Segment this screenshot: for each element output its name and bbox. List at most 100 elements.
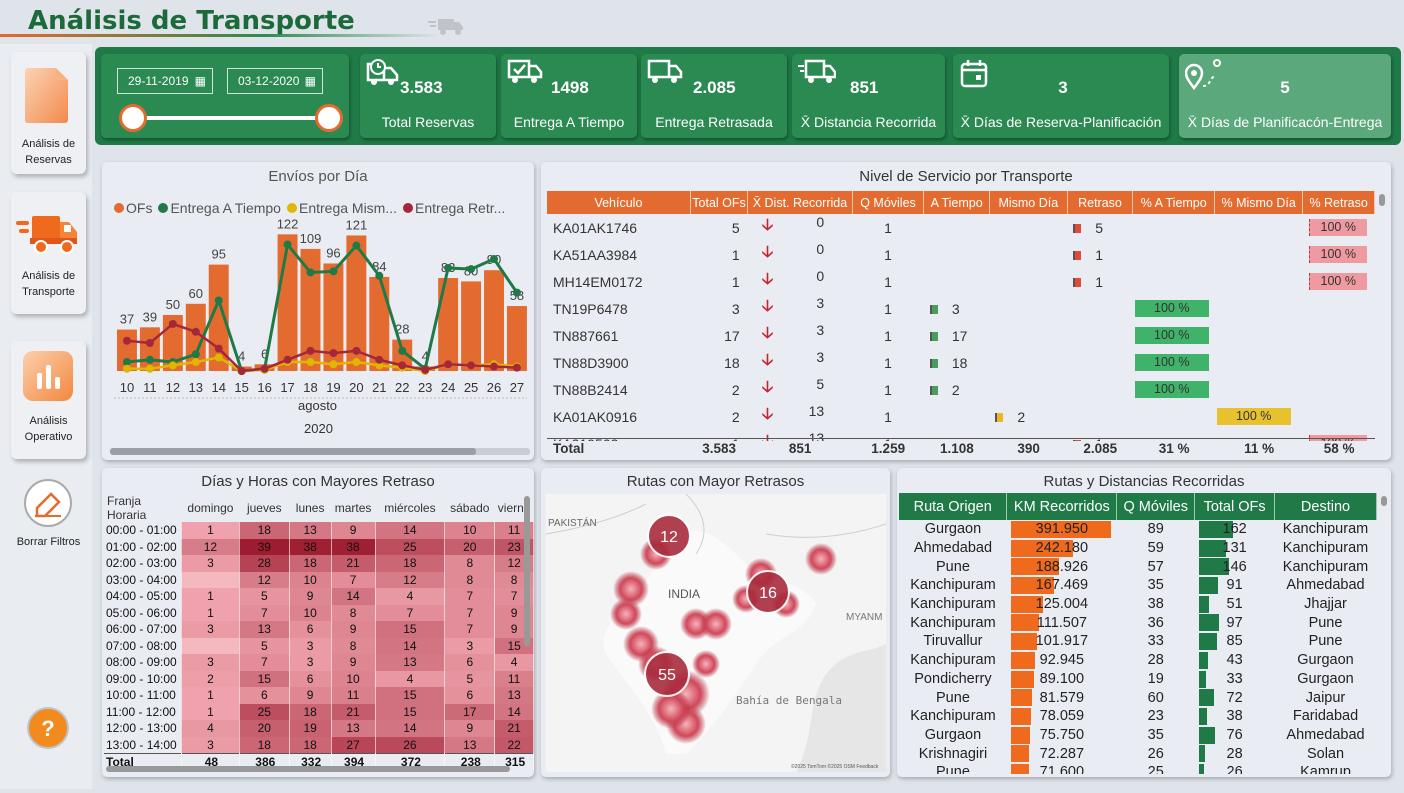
- column-header[interactable]: Mismo Día: [989, 191, 1068, 214]
- table-row[interactable]: Tiruvallur 101.917 33 85 Pune: [899, 632, 1377, 651]
- end-date-input[interactable]: 03-12-2020 ▦: [227, 68, 323, 94]
- heatmap-cell[interactable]: 9: [331, 522, 376, 539]
- date-slider-start-handle[interactable]: [119, 104, 147, 132]
- table-row[interactable]: Kanchipuram 92.945 28 43 Gurgaon: [899, 651, 1377, 670]
- heatmap-row[interactable]: 02:00 - 03:00 3 28 18 21 18 8 12: [104, 555, 534, 572]
- heatmap-cell[interactable]: 18: [289, 703, 332, 720]
- column-header[interactable]: Franja Horaria: [107, 494, 147, 522]
- legend-item[interactable]: Entrega Mism...: [286, 200, 397, 216]
- table-row[interactable]: Pondicherry 89.100 19 33 Gurgaon: [899, 670, 1377, 689]
- heatmap-cell[interactable]: 4: [375, 588, 446, 605]
- table-row[interactable]: MH14EM0172 1 🡣 0 1 1 100 %: [547, 268, 1375, 295]
- heatmap-cell[interactable]: 13: [239, 621, 290, 638]
- nav-analisis-operativo[interactable]: Análisis Operativo: [11, 341, 86, 459]
- heatmap-cell[interactable]: 19: [289, 720, 332, 737]
- heatmap-cell[interactable]: 5: [239, 637, 290, 654]
- heatmap-cell[interactable]: 18: [289, 736, 332, 753]
- table-row[interactable]: KA01AK0916 2 🡣 13 1 2 100 %: [547, 403, 1375, 430]
- heatmap-cell[interactable]: 13: [375, 654, 446, 671]
- scrollbar-thumb[interactable]: [110, 448, 476, 455]
- heatmap-cell[interactable]: 18: [239, 736, 290, 753]
- heatmap-row[interactable]: 03:00 - 04:00 12 10 7 12 8 8: [104, 571, 534, 588]
- heatmap-cell[interactable]: 7: [444, 621, 496, 638]
- heatmap-cell[interactable]: 13: [444, 736, 496, 753]
- heatmap-cell[interactable]: 8: [444, 571, 496, 588]
- heatmap-cell[interactable]: 15: [375, 621, 446, 638]
- heatmap-cell[interactable]: 3: [181, 621, 240, 638]
- heatmap-row[interactable]: 06:00 - 07:00 3 13 6 9 15 7 9: [104, 621, 534, 638]
- heatmap-cell[interactable]: 9: [289, 687, 332, 704]
- table-row[interactable]: Pune 71.600 25 26 Kamrup: [899, 763, 1377, 774]
- date-slider-end-handle[interactable]: [315, 104, 343, 132]
- heatmap-cell[interactable]: 6: [289, 670, 332, 687]
- heatmap-cell[interactable]: 25: [375, 538, 446, 555]
- column-header[interactable]: Q Móviles: [852, 191, 925, 214]
- heatmap-cell[interactable]: 38: [289, 538, 332, 555]
- heatmap-cell[interactable]: 7: [331, 571, 376, 588]
- heatmap-cell[interactable]: 4: [375, 670, 446, 687]
- column-header[interactable]: X̄ Dist. Recorrida: [747, 191, 853, 214]
- table-row[interactable]: Pune 81.579 60 72 Jaipur: [899, 688, 1377, 707]
- table-row[interactable]: Gurgaon 75.750 35 76 Ahmedabad: [899, 726, 1377, 745]
- table-row[interactable]: KA01AK1746 5 🡣 0 1 5 100 %: [547, 214, 1375, 241]
- heatmap-cell[interactable]: 11: [494, 670, 534, 687]
- vertical-scrollbar[interactable]: [1381, 496, 1387, 506]
- heatmap-cell[interactable]: 27: [331, 736, 376, 753]
- heatmap-cell[interactable]: 4: [181, 720, 240, 737]
- start-date-input[interactable]: 29-11-2019 ▦: [117, 68, 213, 94]
- heatmap-cell[interactable]: 9: [444, 720, 496, 737]
- heatmap-cell[interactable]: 1: [181, 604, 240, 621]
- vertical-scrollbar[interactable]: [1379, 194, 1385, 206]
- heatmap-cell[interactable]: 18: [239, 522, 290, 539]
- column-header[interactable]: Ruta Origen: [899, 493, 1008, 520]
- table-row[interactable]: Ahmedabad 242.180 59 131 Kanchipuram: [899, 539, 1377, 558]
- clear-filters-button[interactable]: Borrar Filtros: [11, 472, 86, 564]
- column-header[interactable]: vierne: [497, 501, 531, 515]
- table-row[interactable]: Kanchipuram 78.059 23 38 Faridabad: [899, 707, 1377, 726]
- heatmap-cell[interactable]: 3: [289, 637, 332, 654]
- heatmap-cell[interactable]: 28: [239, 555, 290, 572]
- heatmap-cell[interactable]: 1: [181, 588, 240, 605]
- date-slider-track[interactable]: [131, 116, 323, 120]
- column-header[interactable]: jueves: [246, 501, 282, 515]
- table-row[interactable]: TN88D3900 18 🡣 3 1 18 100 %: [547, 349, 1375, 376]
- heatmap-cell[interactable]: 14: [375, 637, 446, 654]
- heatmap-cell[interactable]: 4: [494, 654, 534, 671]
- horizontal-scrollbar[interactable]: [110, 448, 530, 455]
- heatmap-cell[interactable]: 14: [494, 703, 534, 720]
- heatmap-cell[interactable]: 1: [181, 687, 240, 704]
- column-header[interactable]: KM Recorridos: [1006, 493, 1118, 520]
- heatmap-cell[interactable]: 39: [239, 538, 290, 555]
- heatmap-row[interactable]: 12:00 - 13:00 4 20 19 13 14 9 21: [104, 720, 534, 737]
- heatmap-row[interactable]: 04:00 - 05:00 1 5 9 14 4 7 7: [104, 588, 534, 605]
- heatmap-cell[interactable]: 6: [444, 654, 496, 671]
- heatmap-cell[interactable]: [181, 637, 240, 654]
- heatmap-cell[interactable]: 15: [375, 703, 446, 720]
- heatmap-cell[interactable]: 5: [239, 588, 290, 605]
- heatmap-cell[interactable]: 18: [289, 555, 332, 572]
- heatmap-cell[interactable]: 21: [494, 720, 534, 737]
- legend-item[interactable]: Entrega A Tiempo: [158, 200, 281, 216]
- column-header[interactable]: sábado: [450, 501, 490, 515]
- heatmap-cell[interactable]: 15: [239, 670, 290, 687]
- heatmap-cell[interactable]: 8: [331, 637, 376, 654]
- legend-item[interactable]: OFs: [114, 200, 152, 216]
- column-header[interactable]: % Mismo Día: [1214, 191, 1304, 214]
- heatmap-cell[interactable]: 26: [375, 736, 446, 753]
- heatmap-cell[interactable]: 25: [239, 703, 290, 720]
- heatmap-cell[interactable]: 7: [375, 604, 446, 621]
- heatmap-cell[interactable]: 13: [494, 687, 534, 704]
- heatmap-cell[interactable]: 12: [181, 538, 240, 555]
- heatmap-cell[interactable]: 2: [181, 670, 240, 687]
- table-row[interactable]: TN887661 17 🡣 3 1 17 100 %: [547, 322, 1375, 349]
- heatmap-cell[interactable]: 20: [444, 538, 496, 555]
- heatmap-cell[interactable]: 13: [289, 522, 332, 539]
- heatmap-cell[interactable]: 6: [444, 687, 496, 704]
- help-button[interactable]: ?: [11, 702, 86, 770]
- india-map[interactable]: PAKISTÁN INDIA MYANM Bahía de Bengala 12…: [546, 494, 886, 772]
- column-header[interactable]: lunes: [295, 501, 325, 515]
- column-header[interactable]: Retraso: [1067, 191, 1134, 214]
- heatmap-row[interactable]: 10:00 - 11:00 1 6 9 11 15 6 13: [104, 687, 534, 704]
- heatmap-row[interactable]: 07:00 - 08:00 5 3 8 14 3 15: [104, 637, 534, 654]
- heatmap-cell[interactable]: 8: [331, 604, 376, 621]
